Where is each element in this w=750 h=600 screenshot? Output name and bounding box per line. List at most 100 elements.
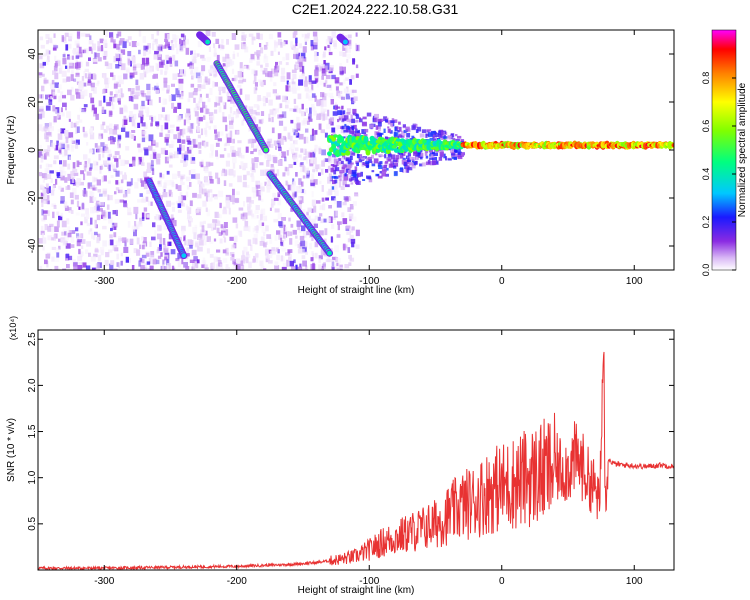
spectrogram-feature: line 5 bbox=[336, 33, 349, 46]
noise-cell bbox=[374, 150, 378, 156]
noise-cell bbox=[280, 237, 283, 244]
noise-cell bbox=[204, 76, 208, 83]
noise-cell bbox=[247, 139, 252, 144]
noise-cell bbox=[337, 93, 342, 98]
noise-cell bbox=[286, 72, 291, 80]
noise-cell bbox=[398, 133, 402, 137]
noise-cell bbox=[91, 104, 95, 111]
noise-cell bbox=[82, 126, 85, 133]
noise-cell bbox=[100, 164, 104, 170]
noise-cell bbox=[243, 246, 248, 253]
noise-cell bbox=[394, 162, 397, 166]
noise-cell bbox=[310, 182, 315, 187]
noise-cell bbox=[112, 97, 116, 103]
noise-cell bbox=[190, 71, 193, 75]
noise-cell bbox=[254, 51, 258, 55]
noise-cell bbox=[183, 41, 187, 49]
noise-cell bbox=[291, 84, 296, 90]
noise-cell bbox=[332, 115, 337, 121]
noise-cell bbox=[93, 177, 98, 182]
noise-cell bbox=[263, 215, 268, 222]
noise-cell bbox=[62, 57, 67, 65]
noise-cell bbox=[186, 247, 190, 251]
noise-cell bbox=[112, 268, 118, 270]
noise-cell bbox=[426, 129, 432, 132]
y-tick-label: 1.0 bbox=[27, 470, 38, 484]
noise-cell bbox=[141, 195, 145, 202]
noise-cell bbox=[122, 194, 127, 198]
noise-cell bbox=[44, 224, 48, 231]
noise-cell bbox=[80, 170, 84, 175]
noise-cell bbox=[176, 94, 181, 98]
noise-cell bbox=[42, 188, 47, 194]
noise-cell bbox=[186, 217, 191, 221]
noise-cell bbox=[192, 269, 196, 270]
noise-cell bbox=[300, 209, 306, 215]
noise-cell bbox=[126, 68, 130, 73]
noise-cell bbox=[180, 176, 184, 180]
noise-cell bbox=[270, 203, 274, 208]
noise-cell bbox=[180, 33, 185, 38]
noise-cell bbox=[426, 133, 430, 137]
noise-cell bbox=[427, 159, 431, 164]
noise-cell bbox=[260, 265, 265, 270]
noise-cell bbox=[215, 264, 219, 270]
noise-cell bbox=[108, 249, 113, 253]
noise-cell bbox=[84, 160, 87, 168]
noise-cell bbox=[110, 139, 115, 145]
noise-cell bbox=[288, 147, 292, 152]
noise-cell bbox=[320, 100, 324, 107]
noise-cell bbox=[198, 142, 202, 149]
noise-cell bbox=[311, 103, 315, 108]
noise-cell bbox=[51, 256, 55, 262]
noise-cell bbox=[340, 186, 345, 190]
noise-cell bbox=[135, 223, 139, 228]
noise-cell bbox=[190, 154, 195, 158]
noise-cell bbox=[81, 49, 87, 53]
noise-cell bbox=[103, 175, 107, 182]
noise-cell bbox=[315, 168, 318, 172]
noise-cell bbox=[277, 139, 281, 144]
noise-cell bbox=[341, 212, 345, 218]
noise-cell bbox=[180, 178, 184, 182]
noise-cell bbox=[217, 260, 222, 267]
noise-cell bbox=[298, 178, 302, 185]
spectrogram-feature: line 2 bbox=[196, 31, 212, 46]
noise-cell bbox=[290, 143, 295, 149]
noise-cell bbox=[286, 85, 291, 92]
noise-cell bbox=[246, 254, 251, 258]
noise-cell bbox=[61, 231, 66, 236]
snr-x-label: Height of straight line (km) bbox=[298, 585, 415, 596]
noise-cell bbox=[292, 44, 295, 50]
noise-cell bbox=[223, 83, 228, 90]
noise-cell bbox=[303, 156, 308, 161]
noise-cell bbox=[268, 260, 273, 264]
noise-cell bbox=[320, 218, 324, 224]
colorbar-tick-label: 0.0 bbox=[701, 264, 711, 277]
noise-cell bbox=[76, 126, 80, 133]
noise-cell bbox=[263, 55, 269, 63]
noise-cell bbox=[62, 151, 66, 158]
noise-cell bbox=[165, 54, 169, 61]
noise-cell bbox=[110, 72, 114, 77]
noise-cell bbox=[142, 93, 147, 98]
noise-cell bbox=[351, 216, 357, 222]
noise-cell bbox=[149, 265, 154, 270]
noise-cell bbox=[185, 114, 189, 118]
carrier-cell bbox=[345, 150, 351, 156]
noise-cell bbox=[103, 40, 108, 48]
noise-cell bbox=[194, 262, 199, 269]
noise-cell bbox=[286, 259, 289, 267]
y-tick-label: -40 bbox=[27, 238, 38, 253]
noise-cell bbox=[160, 125, 164, 132]
noise-cell bbox=[387, 120, 392, 125]
noise-cell bbox=[85, 33, 91, 38]
noise-cell bbox=[283, 234, 287, 241]
noise-cell bbox=[301, 189, 307, 195]
noise-cell bbox=[58, 67, 62, 74]
noise-cell bbox=[214, 196, 218, 200]
noise-cell bbox=[143, 50, 147, 57]
noise-cell bbox=[65, 107, 67, 111]
noise-cell bbox=[67, 43, 72, 49]
noise-cell bbox=[94, 222, 97, 228]
